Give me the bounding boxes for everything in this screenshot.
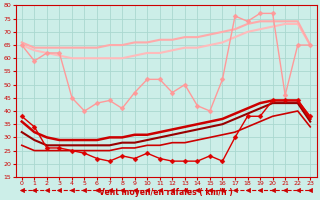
X-axis label: Vent moyen/en rafales ( km/h ): Vent moyen/en rafales ( km/h ): [99, 188, 233, 197]
